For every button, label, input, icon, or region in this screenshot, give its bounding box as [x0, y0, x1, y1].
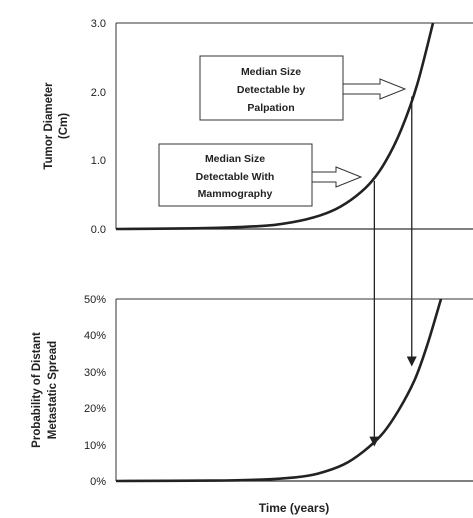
x-axis-label: Time (years) — [259, 501, 329, 515]
bottom-y-tick-label: 0% — [90, 476, 106, 488]
palpation-callout-line: Palpation — [247, 102, 294, 114]
tumor-diameter-curve — [115, 22, 435, 231]
mammography-callout-line: Detectable With — [196, 171, 275, 183]
bottom-y-tick-label: 40% — [84, 330, 106, 342]
metastatic-spread-chart: 0% 10% 20% 30% 40% 50% Probability of Di… — [31, 294, 473, 515]
mammography-callout-box — [158, 143, 313, 207]
mammography-callout-line: Median Size — [205, 153, 265, 165]
bottom-y-axis-label: Probability of Distant Metastatic Spread — [31, 332, 59, 448]
bottom-y-axis-label-line: Probability of Distant — [31, 332, 43, 448]
mammography-callout-line: Mammography — [198, 188, 273, 200]
bottom-y-tick-label: 20% — [84, 403, 106, 415]
mammography-callout: Median Size Detectable With Mammography — [158, 143, 363, 207]
connector-arrows — [369, 96, 417, 447]
bottom-y-tick-label: 30% — [84, 367, 106, 379]
tumor-diameter-chart: 0.0 1.0 2.0 3.0 Tumor Diameter (Cm) Medi… — [43, 18, 473, 236]
palpation-callout-line: Detectable by — [237, 84, 305, 96]
palpation-callout-box — [199, 55, 344, 121]
palpation-hollow-arrow — [342, 78, 407, 100]
bottom-y-tick-label: 50% — [84, 294, 106, 306]
top-y-tick-label: 2.0 — [91, 87, 106, 99]
top-y-axis-label: Tumor Diameter (Cm) — [43, 82, 70, 170]
top-y-tick-label: 1.0 — [91, 155, 106, 167]
mammography-hollow-arrow — [311, 166, 363, 188]
bottom-y-tick-label: 10% — [84, 440, 106, 452]
palpation-callout-line: Median Size — [241, 66, 301, 78]
top-y-tick-label: 0.0 — [91, 224, 106, 236]
top-y-tick-label: 3.0 — [91, 18, 106, 30]
bottom-y-axis-label-line: Metastatic Spread — [47, 341, 59, 439]
metastatic-spread-curve — [115, 298, 443, 483]
top-y-axis-label-line: Tumor Diameter — [43, 82, 55, 170]
palpation-callout: Median Size Detectable by Palpation — [199, 55, 407, 121]
top-y-axis-label-line: (Cm) — [58, 113, 70, 139]
